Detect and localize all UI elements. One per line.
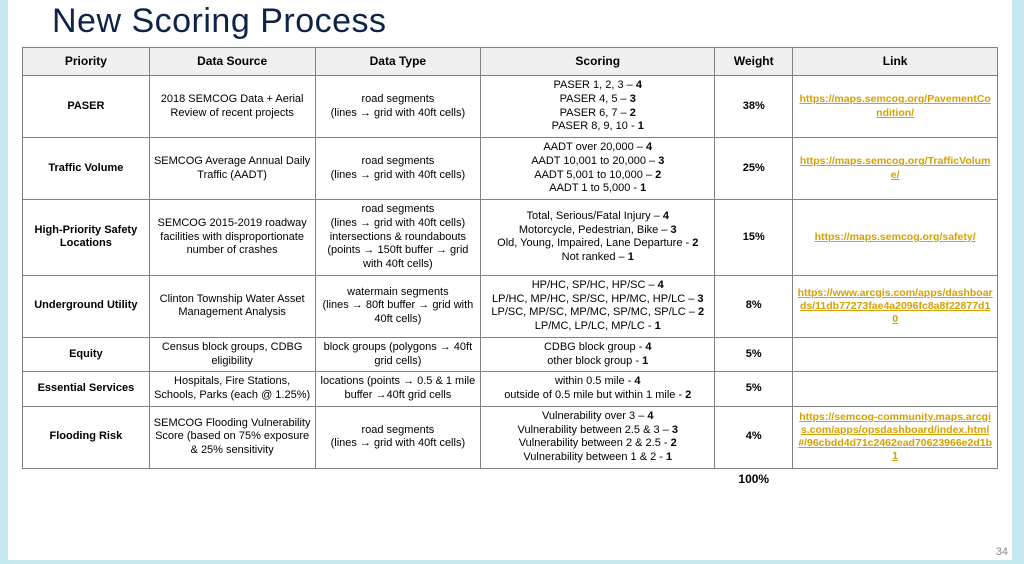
col-scoring: Scoring [481,48,715,76]
cell-source: Clinton Township Water Asset Management … [149,275,315,337]
cell-weight: 25% [715,138,793,200]
cell-source: Hospitals, Fire Stations, Schools, Parks… [149,372,315,407]
cell-priority: Underground Utility [23,275,150,337]
cell-link: https://semcog-community.maps.arcgis.com… [793,406,998,468]
cell-type: road segments(lines → grid with 40ft cel… [315,76,481,138]
cell-link: https://maps.semcog.org/TrafficVolume/ [793,138,998,200]
cell-priority: Equity [23,337,150,372]
link[interactable]: https://maps.semcog.org/TrafficVolume/ [800,155,991,180]
table-row: High-Priority Safety LocationsSEMCOG 201… [23,200,998,276]
cell-source: SEMCOG Flooding Vulnerability Score (bas… [149,406,315,468]
table-row: Essential ServicesHospitals, Fire Statio… [23,372,998,407]
cell-type: road segments(lines → grid with 40ft cel… [315,138,481,200]
cell-type: block groups (polygons → 40ft grid cells… [315,337,481,372]
cell-scoring: within 0.5 mile - 4outside of 0.5 mile b… [481,372,715,407]
table-header-row: Priority Data Source Data Type Scoring W… [23,48,998,76]
cell-source: SEMCOG Average Annual Daily Traffic (AAD… [149,138,315,200]
table-row: PASER2018 SEMCOG Data + Aerial Review of… [23,76,998,138]
cell-scoring: CDBG block group - 4other block group - … [481,337,715,372]
col-type: Data Type [315,48,481,76]
cell-source: Census block groups, CDBG eligibility [149,337,315,372]
link[interactable]: https://www.arcgis.com/apps/dashboards/1… [798,287,993,325]
page-number: 34 [996,546,1008,558]
cell-weight: 15% [715,200,793,276]
cell-scoring: AADT over 20,000 – 4AADT 10,001 to 20,00… [481,138,715,200]
col-weight: Weight [715,48,793,76]
cell-priority: PASER [23,76,150,138]
col-link: Link [793,48,998,76]
cell-source: SEMCOG 2015-2019 roadway facilities with… [149,200,315,276]
table-row: Traffic VolumeSEMCOG Average Annual Dail… [23,138,998,200]
slide-title: New Scoring Process [52,0,998,41]
slide: New Scoring Process Priority Data Source… [8,0,1012,560]
link[interactable]: https://maps.semcog.org/safety/ [815,231,976,243]
cell-link: https://maps.semcog.org/PavementConditio… [793,76,998,138]
link[interactable]: https://maps.semcog.org/PavementConditio… [799,93,990,118]
cell-priority: Traffic Volume [23,138,150,200]
cell-weight: 38% [715,76,793,138]
col-source: Data Source [149,48,315,76]
cell-scoring: Vulnerability over 3 – 4Vulnerability be… [481,406,715,468]
cell-type: locations (points → 0.5 & 1 mile buffer … [315,372,481,407]
cell-priority: High-Priority Safety Locations [23,200,150,276]
cell-weight: 4% [715,406,793,468]
cell-link [793,372,998,407]
scoring-table: Priority Data Source Data Type Scoring W… [22,47,998,490]
cell-link: https://maps.semcog.org/safety/ [793,200,998,276]
link[interactable]: https://semcog-community.maps.arcgis.com… [798,411,992,462]
cell-type: road segments(lines → grid with 40ft cel… [315,200,481,276]
cell-scoring: Total, Serious/Fatal Injury – 4Motorcycl… [481,200,715,276]
cell-scoring: HP/HC, SP/HC, HP/SC – 4LP/HC, MP/HC, SP/… [481,275,715,337]
table-row: Underground UtilityClinton Township Wate… [23,275,998,337]
cell-weight: 8% [715,275,793,337]
cell-priority: Essential Services [23,372,150,407]
table-row: EquityCensus block groups, CDBG eligibil… [23,337,998,372]
table-row: Flooding RiskSEMCOG Flooding Vulnerabili… [23,406,998,468]
col-priority: Priority [23,48,150,76]
cell-link [793,337,998,372]
cell-weight: 5% [715,337,793,372]
total-weight: 100% [715,468,793,490]
cell-scoring: PASER 1, 2, 3 – 4PASER 4, 5 – 3PASER 6, … [481,76,715,138]
cell-source: 2018 SEMCOG Data + Aerial Review of rece… [149,76,315,138]
cell-link: https://www.arcgis.com/apps/dashboards/1… [793,275,998,337]
cell-priority: Flooding Risk [23,406,150,468]
cell-weight: 5% [715,372,793,407]
cell-type: watermain segments(lines → 80ft buffer →… [315,275,481,337]
cell-type: road segments(lines → grid with 40ft cel… [315,406,481,468]
total-row: 100% [23,468,998,490]
